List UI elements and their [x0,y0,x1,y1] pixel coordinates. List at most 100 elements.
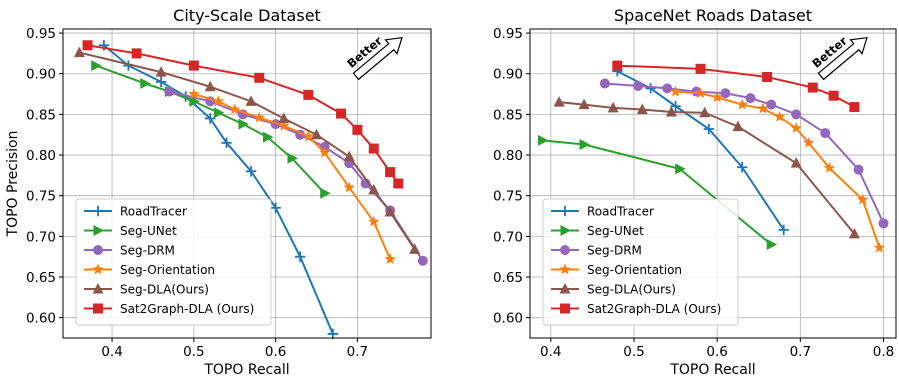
data-point [675,163,686,175]
data-point [791,109,802,120]
legend-label: Seg-DLA(Ours) [587,283,676,297]
y-tick-label: 0.60 [493,311,523,327]
series-sat2graph-dla-ours- [82,40,404,189]
data-point [578,98,590,110]
data-point [669,85,682,97]
x-tick-label: 0.7 [347,344,368,360]
data-point [662,83,673,94]
legend-label: RoadTracer [120,205,187,219]
data-point [790,157,802,168]
data-point [385,167,396,178]
y-tick-label: 0.85 [26,107,56,123]
arrow-shape [817,37,868,81]
data-point [303,89,314,100]
legend-entry: Seg-DLA(Ours) [84,283,209,297]
data-point [140,77,151,89]
data-point [368,215,380,227]
data-point [229,103,241,115]
data-point [645,83,656,94]
plot-frame [529,28,897,339]
legend-label: Seg-UNet [587,224,644,238]
y-tick-label: 0.90 [493,67,523,83]
data-point [221,137,232,149]
legend-entry: Seg-Orientation [551,263,682,277]
data-point [848,227,860,239]
data-point [849,102,860,113]
legend-marker [93,225,104,236]
series-line [193,93,392,260]
data-point [766,99,777,110]
data-point [262,131,274,143]
data-point [270,202,281,214]
legend-marker [560,225,571,236]
legend-label: Seg-DRM [120,244,175,258]
data-point [579,138,591,150]
legend-entry: Seg-UNet [551,224,644,238]
data-point [670,101,681,112]
data-point [790,122,802,134]
legend-marker [559,283,571,294]
y-tick-label: 0.65 [26,270,56,286]
data-point [694,87,707,99]
data-point [599,78,610,89]
data-point [762,71,773,82]
legend-marker [559,263,571,275]
x-tick-label: 0.7 [790,344,811,360]
legend-box [542,198,739,326]
data-point [857,193,869,205]
data-point [878,218,889,229]
data-point [204,80,216,92]
data-point [352,124,363,135]
data-point [773,110,786,122]
data-point [607,101,619,113]
data-point [155,76,167,88]
legend: RoadTracer Seg-UNet Seg-DRM Seg-Orientation… [542,198,739,326]
data-point [254,72,265,83]
series-seg-dla-ours- [553,96,860,239]
data-point [245,166,257,177]
chart-title: City-Scale Dataset [173,6,321,25]
data-point [384,205,396,217]
data-point [736,162,748,173]
data-point [612,60,623,71]
legend-entry: Seg-DRM [551,244,642,258]
y-tick-label: 0.85 [493,107,523,123]
data-point [553,96,565,107]
y-tick-label: 0.90 [26,67,56,83]
data-point [720,88,731,99]
data-point [164,86,175,97]
legend-marker [559,205,571,217]
data-point [636,103,648,115]
series-line [87,44,400,185]
data-point [853,164,864,175]
data-point [311,128,323,140]
data-point [711,91,723,103]
data-point [294,251,306,262]
data-point [327,328,339,340]
y-tick-label: 0.80 [26,148,56,164]
legend: RoadTracer Seg-UNet Seg-DRM Seg-Orientation… [75,198,272,326]
data-point [131,48,142,59]
y-tick-label: 0.75 [493,189,523,205]
data-point [828,90,839,101]
x-tick-label: 0.8 [873,344,894,360]
data-point [320,187,331,199]
legend-marker [92,283,104,294]
x-tick-label: 0.5 [183,344,204,360]
data-point [368,184,380,195]
data-point [212,95,225,107]
y-tick-label: 0.95 [493,26,523,42]
data-point [245,95,257,106]
city-chart: 0.4 0.5 0.6 0.7 0.60 0.65 0.70 0.75 0.80 0.85 0.90… [5,6,432,377]
legend-label: Seg-DLA(Ours) [120,283,209,297]
data-point [766,238,778,250]
legend-marker [560,303,570,314]
data-point [205,113,216,124]
legend-marker [92,205,104,217]
data-point [695,63,706,74]
data-point [343,181,355,193]
data-point [665,105,677,117]
x-tick-label: 0.4 [540,344,561,360]
data-point [287,152,298,164]
